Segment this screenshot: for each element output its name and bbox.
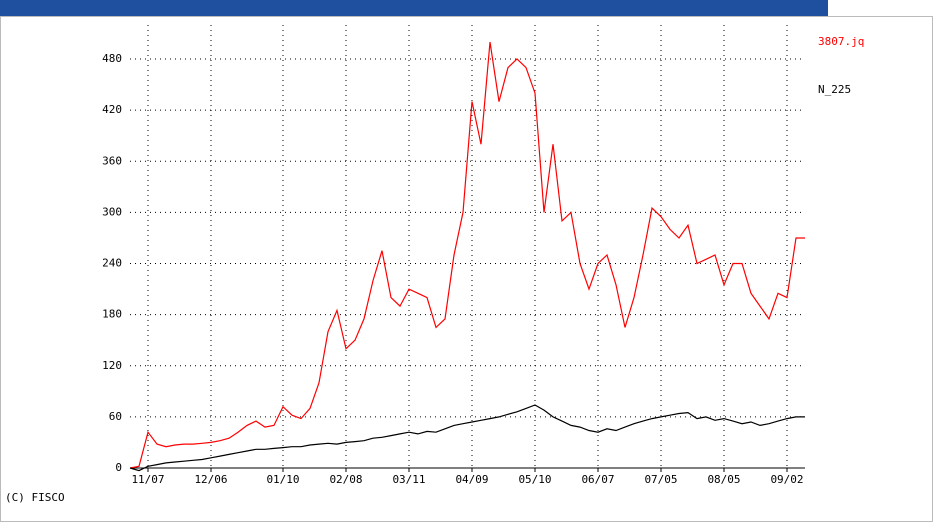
x-tick-label: 01/10 — [266, 473, 299, 486]
legend-label: 3807.jq — [818, 35, 864, 48]
y-tick-label: 0 — [115, 461, 122, 474]
frame — [0, 16, 933, 522]
banner — [0, 0, 828, 16]
x-tick-label: 09/02 — [770, 473, 803, 486]
y-tick-label: 180 — [102, 308, 122, 321]
y-tick-label: 300 — [102, 205, 122, 218]
footer: (C) FISCO — [5, 491, 65, 504]
y-tick-label: 480 — [102, 52, 122, 65]
y-tick-label: 420 — [102, 103, 122, 116]
x-tick-label: 04/09 — [455, 473, 488, 486]
y-tick-label: 240 — [102, 257, 122, 270]
x-tick-label: 12/06 — [194, 473, 227, 486]
y-tick-label: 360 — [102, 154, 122, 167]
legend-label: N_225 — [818, 83, 851, 96]
x-tick-label: 02/08 — [329, 473, 362, 486]
x-tick-label: 08/05 — [707, 473, 740, 486]
y-tick-label: 120 — [102, 359, 122, 372]
line — [129, 41, 805, 469]
y-tick-label: 60 — [109, 410, 122, 423]
x-tick-label: 11/07 — [131, 473, 164, 486]
x-tick-label: 03/11 — [392, 473, 425, 486]
x-tick-label: 06/07 — [581, 473, 614, 486]
x-tick-label: 07/05 — [644, 473, 677, 486]
line — [129, 404, 805, 472]
x-tick-label: 05/10 — [518, 473, 551, 486]
